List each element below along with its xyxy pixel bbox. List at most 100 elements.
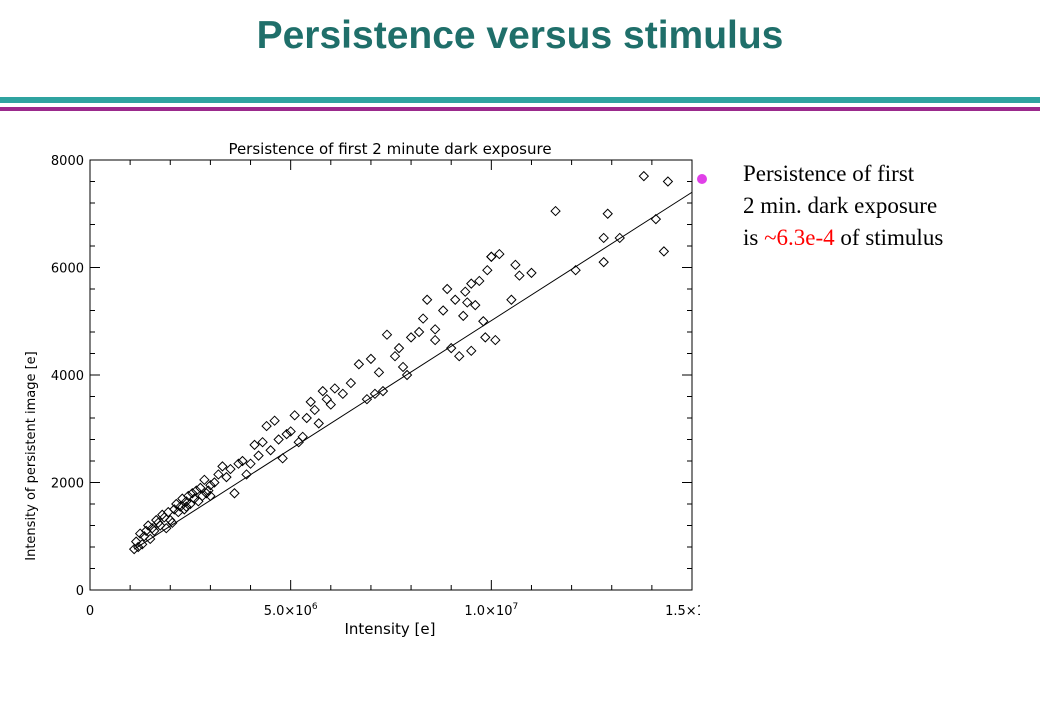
data-point [205, 479, 216, 491]
data-point [470, 299, 481, 311]
data-point [261, 420, 272, 432]
data-point [249, 439, 260, 451]
axis-ticks: 0 2000 4000 6000 8000 0 5.0×106 1.0×107 1.5×107 [51, 154, 700, 619]
data-point [662, 176, 674, 187]
data-point [437, 305, 449, 316]
data-point [450, 294, 461, 305]
x-tick-exponent: 7 [513, 602, 519, 612]
chart-title: Persistence of first 2 minute dark expos… [228, 140, 551, 158]
data-point [277, 453, 288, 464]
data-point [462, 297, 473, 308]
data-point [393, 342, 405, 354]
data-point [429, 324, 441, 335]
data-point [281, 428, 292, 440]
data-point [265, 445, 276, 456]
x-tick-label: 5.0×106 [264, 602, 318, 619]
data-point [361, 393, 373, 405]
data-point [486, 251, 497, 262]
data-point [460, 286, 471, 297]
data-point [405, 332, 417, 343]
y-tick-label: 2000 [51, 477, 84, 492]
data-point [614, 232, 625, 244]
y-tick-label: 6000 [51, 262, 84, 277]
data-point [183, 490, 194, 502]
data-point [301, 412, 312, 424]
plot-frame [89, 159, 693, 591]
data-point [195, 482, 206, 494]
data-point [458, 310, 469, 322]
data-point [253, 450, 264, 461]
data-point [237, 455, 248, 467]
data-point [377, 385, 389, 397]
data-point [161, 522, 172, 534]
data-point [373, 367, 385, 378]
data-point [305, 396, 316, 408]
data-points [128, 170, 674, 555]
data-point [273, 434, 284, 445]
data-point [191, 485, 202, 496]
data-point [337, 388, 349, 400]
data-point [381, 329, 393, 340]
data-point [321, 393, 332, 405]
data-point [466, 278, 477, 289]
data-point [155, 520, 166, 531]
data-point [650, 213, 662, 225]
data-point [474, 275, 485, 287]
data-point [638, 170, 650, 182]
data-point [466, 345, 477, 357]
data-point [401, 369, 413, 381]
data-point [130, 536, 142, 547]
data-point [313, 418, 324, 429]
data-point [353, 359, 365, 370]
bullet-dot-icon [697, 174, 707, 184]
data-point [149, 525, 160, 537]
x-tick-label: 0 [86, 604, 94, 619]
data-point [144, 533, 156, 545]
data-point [233, 458, 244, 469]
data-point [309, 404, 320, 416]
data-point [598, 232, 609, 244]
data-point [389, 350, 401, 362]
data-point [429, 334, 441, 346]
data-point [480, 332, 491, 343]
title-rule-teal [0, 97, 1040, 103]
data-point [413, 326, 425, 338]
bullet-line-2: 2 min. dark exposure [743, 193, 938, 218]
data-point [128, 543, 140, 555]
data-point [187, 488, 198, 499]
x-tick-exponent: 6 [312, 602, 318, 612]
data-point [454, 350, 465, 362]
data-point [199, 474, 210, 486]
data-point [550, 205, 561, 217]
data-point [494, 248, 505, 260]
ratio-value: ~6.3e-4 [764, 225, 835, 250]
data-point [297, 431, 308, 443]
data-point [397, 361, 409, 373]
data-point [317, 385, 328, 397]
y-tick-label: 4000 [51, 369, 84, 384]
data-point [197, 490, 208, 502]
data-point [221, 471, 232, 483]
chart-x-axis-label: Intensity [e] [345, 620, 436, 638]
data-point [163, 506, 174, 518]
bullet-line-3: is ~6.3e-4 of stimulus [743, 225, 943, 250]
data-point [329, 383, 341, 394]
data-point [658, 246, 670, 257]
data-point [417, 313, 429, 324]
data-point [213, 469, 224, 480]
title-rule-purple [0, 107, 1040, 111]
data-point [445, 342, 457, 354]
data-point [514, 270, 525, 281]
data-point [478, 316, 489, 327]
x-tick-label: 1.0×107 [464, 602, 518, 619]
data-point [245, 458, 256, 469]
scatter-chart: Persistence of first 2 minute dark expos… [24, 140, 700, 638]
bullet-line-3-suffix: of stimulus [834, 225, 944, 250]
x-tick-label: 1.5×107 [665, 602, 700, 619]
fit-line [133, 191, 693, 550]
fit-line-layer [133, 191, 693, 550]
data-point [490, 334, 501, 346]
data-point [179, 504, 190, 515]
data-point [289, 410, 300, 421]
data-point [217, 461, 228, 472]
